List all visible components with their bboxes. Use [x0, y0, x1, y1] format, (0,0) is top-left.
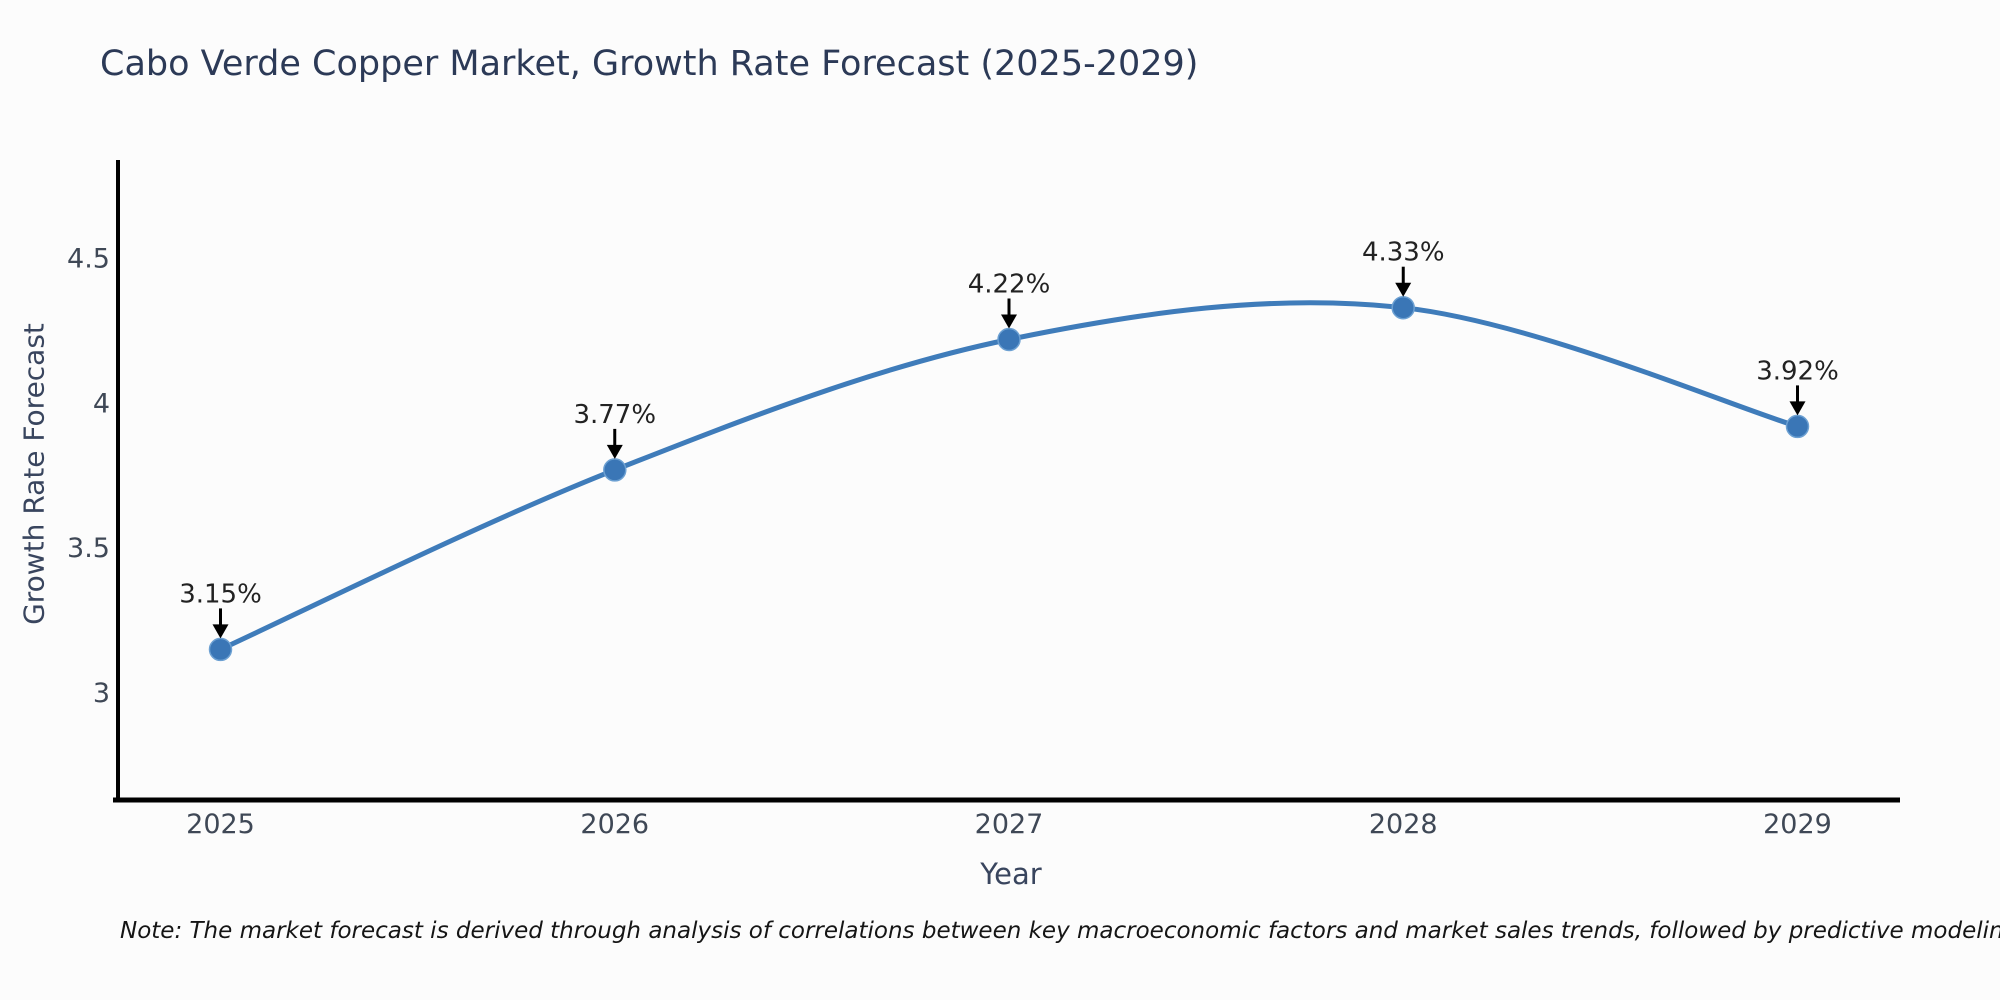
data-point-marker: [603, 458, 627, 482]
y-axis-title: Growth Rate Forecast: [17, 323, 51, 625]
y-tick-label: 3: [93, 678, 110, 709]
point-label: 3.77%: [573, 400, 656, 430]
data-point-marker: [208, 637, 233, 662]
x-axis-title: Year: [980, 857, 1042, 891]
point-label: 4.22%: [968, 270, 1051, 300]
x-tick-label: 2029: [1763, 809, 1832, 840]
data-point-marker: [1785, 414, 1810, 439]
data-point-marker: [997, 327, 1021, 352]
x-tick-label: 2025: [186, 809, 255, 840]
x-tick-label: 2027: [975, 809, 1044, 840]
y-tick-label: 4.5: [67, 243, 110, 274]
point-label: 4.33%: [1362, 238, 1445, 268]
y-tick-label: 4: [93, 388, 110, 419]
point-label: 3.15%: [179, 579, 262, 609]
annotation-arrowhead: [606, 444, 623, 459]
y-tick-label: 3.5: [67, 533, 110, 564]
x-tick-label: 2026: [580, 809, 649, 840]
point-label: 3.92%: [1756, 356, 1839, 386]
annotation-arrowhead: [1001, 314, 1017, 329]
annotation-arrowhead: [1395, 282, 1412, 297]
chart-title: Cabo Verde Copper Market, Growth Rate Fo…: [100, 44, 1199, 84]
annotation-arrowhead: [1789, 401, 1806, 416]
footnote: Note: The market forecast is derived thr…: [120, 918, 2000, 944]
annotation-arrowhead: [212, 624, 229, 639]
data-point-marker: [1391, 295, 1415, 320]
x-tick-label: 2028: [1369, 809, 1438, 840]
line-series: [218, 300, 1800, 652]
